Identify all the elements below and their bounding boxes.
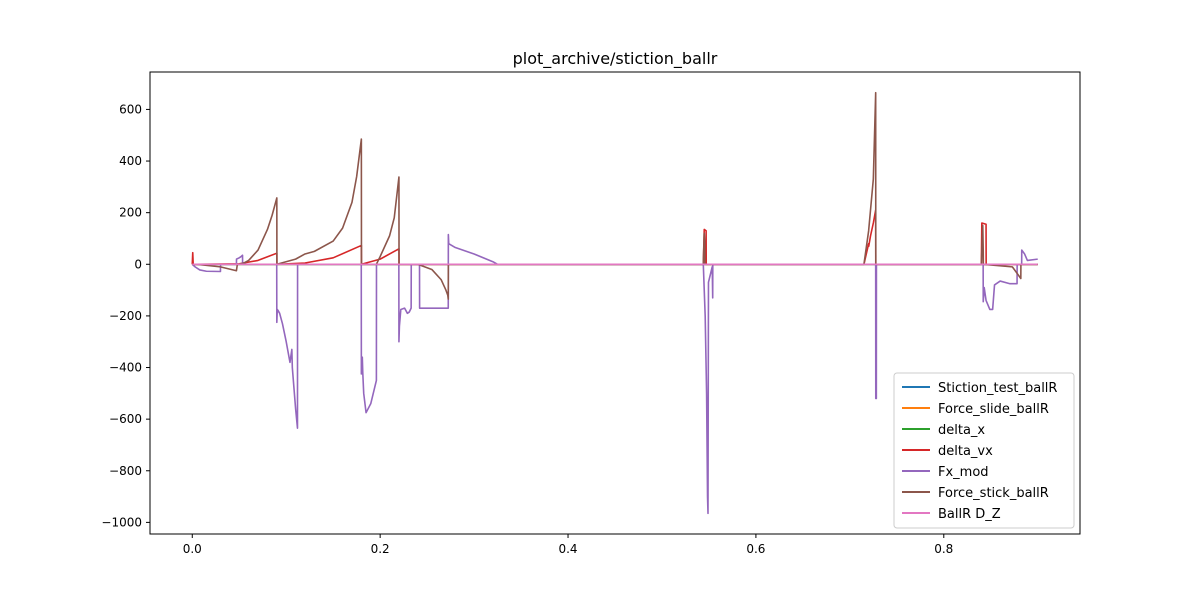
y-tick-label: −200 xyxy=(109,309,142,323)
y-tick-label: −800 xyxy=(109,464,142,478)
legend-label: BallR D_Z xyxy=(938,507,1001,522)
y-tick-label: 0 xyxy=(134,257,142,271)
plot-frame xyxy=(149,71,1081,535)
x-tick-label: 0.2 xyxy=(371,542,390,556)
y-tick-label: −400 xyxy=(109,361,142,375)
y-tick-label: 200 xyxy=(119,206,142,220)
legend-label: Stiction_test_ballR xyxy=(938,381,1057,396)
series-layer xyxy=(191,91,1038,515)
y-tick-label: 400 xyxy=(119,154,142,168)
legend-label: Fx_mod xyxy=(938,465,989,480)
x-tick-label: 0.8 xyxy=(934,542,953,556)
legend-label: Force_stick_ballR xyxy=(938,486,1049,501)
legend-label: delta_x xyxy=(938,423,985,438)
legend-label: Force_slide_ballR xyxy=(938,402,1049,417)
legend-box xyxy=(893,372,1075,529)
x-axis: 0.0 0.2 0.4 0.6 0.8 xyxy=(183,534,953,556)
y-tick-label: 600 xyxy=(119,102,142,116)
series-line-fx-mod xyxy=(191,233,1038,515)
y-tick-label: −1000 xyxy=(101,515,142,529)
y-axis: −1000 −800 −600 −400 −200 0 200 400 600 xyxy=(101,102,150,529)
x-tick-label: 0.4 xyxy=(558,542,577,556)
legend-label: delta_vx xyxy=(938,444,993,459)
y-tick-label: −600 xyxy=(109,412,142,426)
x-tick-label: 0.0 xyxy=(183,542,202,556)
x-tick-label: 0.6 xyxy=(746,542,765,556)
legend: Stiction_test_ballR Force_slide_ballRdelt… xyxy=(893,372,1075,529)
chart-title: plot_archive/stiction_ballr xyxy=(513,49,718,69)
